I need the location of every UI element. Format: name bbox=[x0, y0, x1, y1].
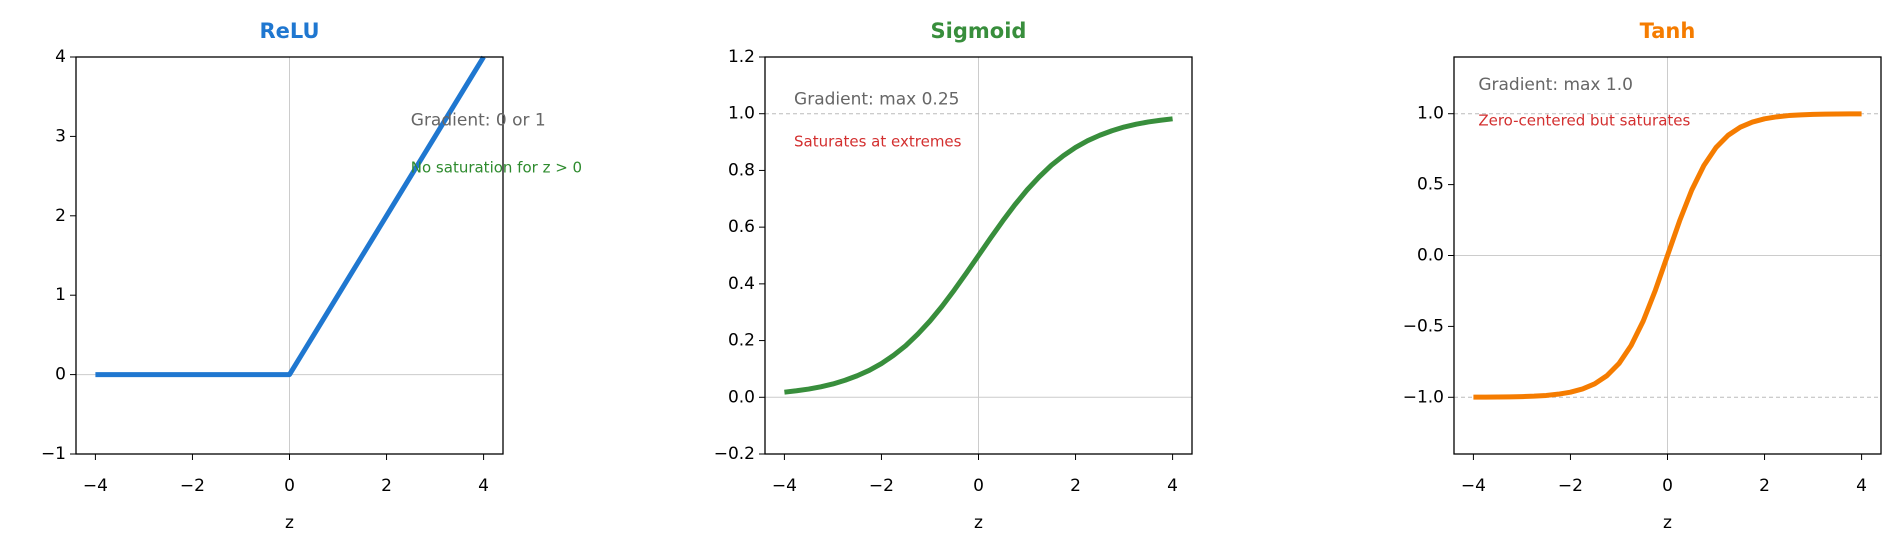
y-tick-label: 0.4 bbox=[728, 274, 755, 294]
annotation: Saturates at extremes bbox=[794, 132, 962, 150]
panel-title: ReLU bbox=[259, 19, 319, 43]
x-tick-label: 0 bbox=[284, 476, 295, 496]
annotation: No saturation for z > 0 bbox=[411, 159, 582, 177]
y-tick-label: 1.0 bbox=[1417, 104, 1444, 124]
x-tick-label: −2 bbox=[180, 476, 205, 496]
y-tick-label: 3 bbox=[55, 126, 66, 146]
x-tick-label: 4 bbox=[1167, 476, 1178, 496]
x-tick-label: 2 bbox=[1070, 476, 1081, 496]
y-tick-label: −0.2 bbox=[714, 444, 755, 464]
annotation: Gradient: max 1.0 bbox=[1478, 75, 1633, 95]
x-tick-label: 2 bbox=[381, 476, 392, 496]
x-tick-label: 2 bbox=[1759, 476, 1770, 496]
y-tick-label: 0.0 bbox=[728, 387, 755, 407]
panel-title: Sigmoid bbox=[931, 19, 1027, 43]
plot-frame bbox=[75, 56, 504, 455]
y-tick-label: 0.8 bbox=[728, 160, 755, 180]
x-axis-label: z bbox=[1663, 513, 1672, 533]
x-tick-label: 4 bbox=[478, 476, 489, 496]
x-tick-label: −4 bbox=[83, 476, 108, 496]
x-tick-label: −4 bbox=[1461, 476, 1486, 496]
x-tick-label: 0 bbox=[973, 476, 984, 496]
y-tick-label: 1.0 bbox=[728, 104, 755, 124]
y-tick-label: −0.5 bbox=[1403, 316, 1444, 336]
y-tick-label: −1 bbox=[41, 444, 66, 464]
x-tick-label: 4 bbox=[1856, 476, 1867, 496]
y-tick-label: 0.2 bbox=[728, 331, 755, 351]
y-tick-label: 2 bbox=[55, 206, 66, 226]
y-tick-label: 0.6 bbox=[728, 217, 755, 237]
line bbox=[95, 55, 486, 378]
panel-title: Tanh bbox=[1640, 19, 1696, 43]
annotation: Gradient: max 0.25 bbox=[794, 89, 959, 109]
x-tick-label: −2 bbox=[869, 476, 894, 496]
y-tick-label: 4 bbox=[55, 47, 66, 67]
line bbox=[784, 116, 1173, 395]
x-tick-label: 0 bbox=[1662, 476, 1673, 496]
x-tick-label: −2 bbox=[1558, 476, 1583, 496]
x-axis-label: z bbox=[285, 513, 294, 533]
y-tick-label: −1.0 bbox=[1403, 387, 1444, 407]
y-tick-label: 0 bbox=[55, 365, 66, 385]
y-tick-label: 1 bbox=[55, 285, 66, 305]
line bbox=[1473, 111, 1862, 400]
x-tick-label: −4 bbox=[772, 476, 797, 496]
annotation: Gradient: 0 or 1 bbox=[411, 111, 546, 131]
plot-frame bbox=[764, 56, 1193, 455]
annotation: Zero-centered but saturates bbox=[1478, 111, 1690, 129]
y-tick-label: 0.0 bbox=[1417, 246, 1444, 266]
y-tick-label: 0.5 bbox=[1417, 175, 1444, 195]
plot-frame bbox=[1453, 56, 1882, 455]
x-axis-label: z bbox=[974, 513, 983, 533]
y-tick-label: 1.2 bbox=[728, 47, 755, 67]
